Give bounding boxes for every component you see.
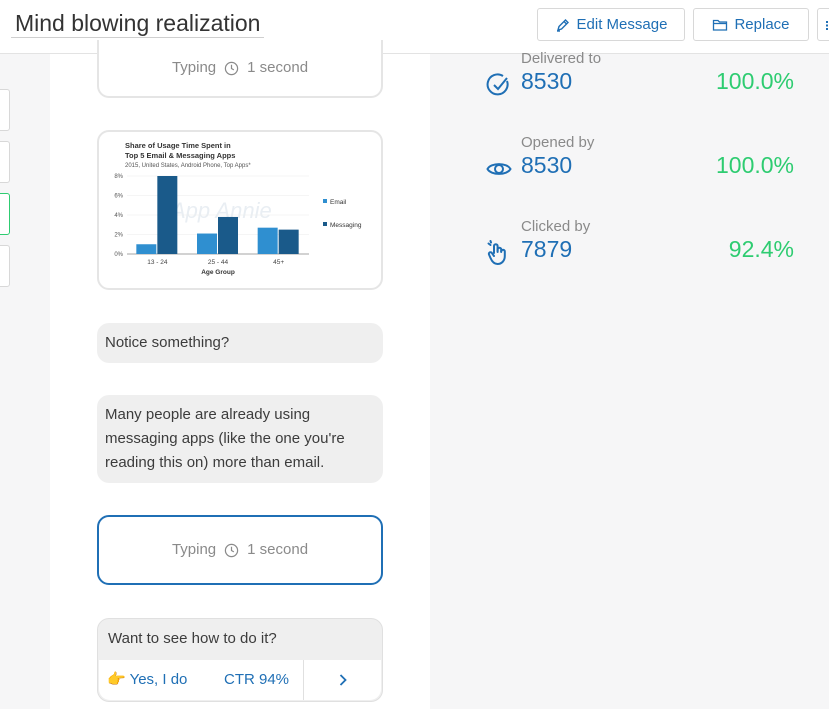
folder-icon (713, 19, 728, 31)
stat-clicked-percent: 92.4% (728, 236, 794, 262)
chart-y-tick: 8% (114, 174, 123, 180)
chart-image-card[interactable]: Share of Usage Time Spent in Top 5 Email … (97, 130, 383, 290)
rail-tab-1[interactable] (0, 89, 10, 131)
stat-delivered-count: 8530 (521, 68, 573, 94)
tap-hand-icon (487, 240, 506, 265)
clock-icon (224, 543, 239, 557)
message-bubble-notice: Notice something? (97, 323, 383, 363)
message-bubble-explanation: Many people are already using messaging … (97, 395, 383, 483)
chart-legend-swatch (323, 199, 327, 203)
stat-opened-percent: 100.0% (715, 152, 794, 178)
stat-delivered: Delivered to 8530 100.0% (486, 50, 796, 110)
chart-bar-email (136, 244, 157, 254)
chart-subtitle: 2015, United States, Android Phone, Top … (125, 163, 251, 169)
stat-clicked-count: 7879 (521, 236, 573, 262)
rail-tab-3-active[interactable] (0, 193, 10, 235)
typing-duration: 1 second (247, 541, 309, 558)
chevron-right-icon (339, 674, 347, 686)
chart-bar-email (197, 233, 217, 254)
cta-question: Want to see how to do it? (108, 630, 277, 647)
pen-icon (556, 18, 569, 32)
stat-opened-label: Opened by (521, 134, 595, 151)
eye-icon (486, 163, 512, 175)
chart-y-tick: 4% (114, 213, 123, 219)
cta-ctr-badge: CTR 94% (224, 671, 290, 688)
chart-y-tick: 6% (114, 194, 123, 200)
chart-bar-messaging (218, 216, 238, 254)
message-preview-panel: Typing 1 second Share of Usage Time Spen… (50, 40, 430, 709)
cta-divider (303, 660, 304, 700)
more-options-button[interactable] (817, 8, 829, 41)
chart-y-tick: 0% (114, 252, 123, 258)
chart-x-label: Age Group (201, 269, 235, 276)
stat-delivered-label: Delivered to (521, 50, 602, 67)
check-circle-icon (486, 73, 509, 96)
chart-bar-email (257, 227, 278, 254)
rail-tab-4[interactable] (0, 245, 10, 287)
clock-icon (224, 61, 239, 75)
typing-indicator[interactable]: Typing 1 second (97, 40, 383, 98)
cta-button-label: 👉 Yes, I do (107, 671, 188, 688)
cta-message-card: Want to see how to do it? 👉 Yes, I do CT… (97, 618, 383, 702)
stat-clicked: Clicked by 7879 92.4% (486, 218, 796, 278)
chart-title: Share of Usage Time Spent in (125, 141, 231, 150)
chart-bar-messaging (278, 229, 299, 254)
stat-opened: Opened by 8530 100.0% (486, 134, 796, 194)
list-icon (826, 20, 828, 30)
replace-button[interactable]: Replace (693, 8, 809, 41)
typing-label: Typing (171, 541, 217, 558)
edit-message-button[interactable]: Edit Message (537, 8, 685, 41)
chart-title-line2: Top 5 Email & Messaging Apps (125, 151, 235, 160)
cta-button-yes[interactable]: 👉 Yes, I do CTR 94% (99, 660, 381, 700)
stat-opened-count: 8530 (521, 152, 573, 178)
message-title-input[interactable]: Mind blowing realization (11, 8, 265, 38)
cta-open-button[interactable] (304, 673, 381, 687)
chart-y-tick: 2% (114, 233, 123, 239)
typing-indicator-selected[interactable]: Typing 1 second (97, 515, 383, 585)
typing-label: Typing (171, 59, 217, 76)
replace-label: Replace (734, 16, 790, 33)
rail-tab-2[interactable] (0, 141, 10, 183)
chart-x-tick: 13 - 24 (147, 259, 168, 266)
chart-legend-label: Messaging (330, 222, 362, 229)
chart-legend-swatch (323, 222, 327, 226)
stat-delivered-percent: 100.0% (715, 68, 794, 94)
chart-bar-messaging (157, 176, 178, 254)
chart-x-tick: 45+ (273, 259, 284, 266)
stat-clicked-label: Clicked by (521, 218, 591, 235)
chart-legend-label: Email (330, 199, 347, 206)
edit-message-label: Edit Message (576, 16, 668, 33)
typing-duration: 1 second (247, 59, 309, 76)
chart-x-tick: 25 - 44 (208, 259, 229, 266)
